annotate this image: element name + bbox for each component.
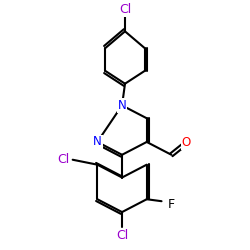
Text: N: N [118, 99, 126, 112]
Text: F: F [168, 198, 175, 211]
Text: N: N [93, 136, 102, 148]
Text: Cl: Cl [116, 229, 128, 242]
Text: O: O [182, 136, 191, 149]
Text: Cl: Cl [119, 3, 131, 16]
Text: Cl: Cl [58, 153, 70, 166]
